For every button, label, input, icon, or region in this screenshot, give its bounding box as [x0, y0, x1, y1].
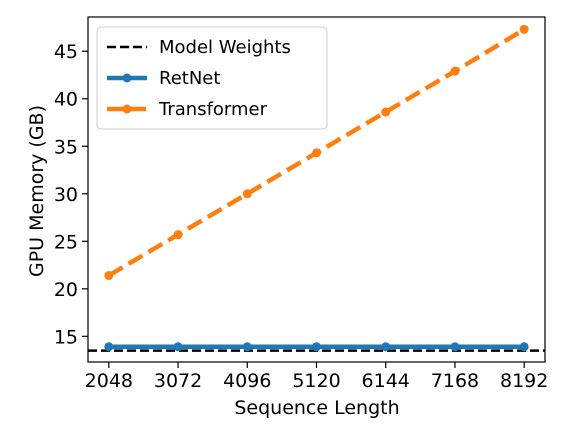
transformer-data-point [312, 148, 321, 158]
y-tick-label: 25 [54, 231, 78, 253]
y-tick-label: 45 [54, 41, 78, 63]
legend-marker-transformer [122, 104, 132, 114]
x-tick-label: 8192 [500, 370, 548, 392]
axes: 2048 3072 4096 5120 6144 7168 8192 15 20 25 30 35 40… [54, 16, 548, 392]
transformer-data-point [104, 271, 114, 281]
retnet-data-point [381, 342, 391, 352]
y-tick-label: 35 [54, 136, 78, 158]
transformer-data-point [519, 24, 529, 34]
transformer-data-point [450, 66, 460, 76]
legend-marker-retnet [122, 73, 132, 83]
legend: Model Weights RetNet Transformer [96, 26, 328, 130]
plot-area [88, 24, 545, 352]
transformer-data-point [242, 189, 252, 199]
x-tick-label: 6144 [362, 370, 410, 392]
legend-label-transformer: Transformer [158, 99, 268, 120]
x-tick-label: 3072 [154, 370, 202, 392]
transformer-data-point [381, 107, 391, 117]
x-tick-label: 2048 [85, 370, 133, 392]
legend-box [96, 26, 328, 130]
retnet-data-point [104, 342, 114, 352]
retnet-data-point [450, 342, 460, 352]
x-axis-label: Sequence Length [234, 397, 399, 419]
legend-label-model-weights: Model Weights [159, 37, 291, 58]
y-tick-label: 30 [54, 184, 78, 206]
retnet-data-point [312, 342, 321, 352]
retnet-data-point [173, 342, 183, 352]
x-tick-label: 5120 [292, 370, 340, 392]
y-tick-label: 15 [54, 326, 78, 348]
y-tick-label: 40 [54, 89, 78, 111]
retnet-data-point [519, 342, 529, 352]
transformer-data-point [173, 230, 183, 240]
legend-label-retnet: RetNet [159, 68, 220, 89]
x-tick-label: 7168 [431, 370, 479, 392]
y-axis-label: GPU Memory (GB) [26, 105, 48, 277]
x-tick-label: 4096 [223, 370, 271, 392]
y-tick-label: 20 [54, 279, 78, 301]
retnet-data-point [242, 342, 252, 352]
